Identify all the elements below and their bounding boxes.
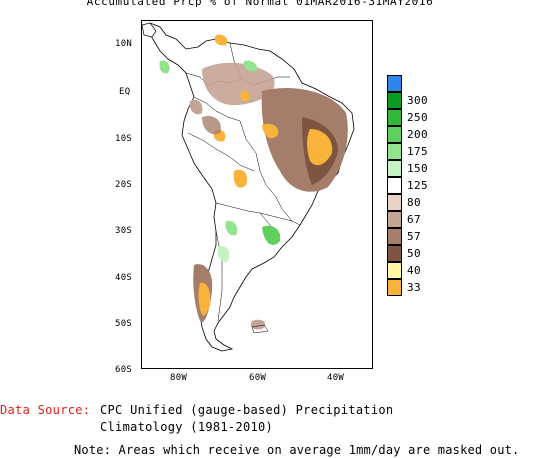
south-america-map (142, 22, 355, 352)
precip-map (141, 20, 373, 369)
lon-label-60w: 60W (249, 373, 267, 383)
lat-label-20s: 20S (115, 180, 133, 190)
data-source: Data Source: CPC Unified (gauge-based) P… (0, 403, 393, 417)
data-source-key: Data Source: (0, 403, 91, 417)
legend-label: 250 (407, 111, 429, 124)
data-source-line2: Climatology (1981-2010) (100, 420, 274, 434)
legend-swatch (387, 109, 402, 126)
legend-swatch (387, 211, 402, 228)
lat-label-eq: EQ (119, 87, 131, 97)
legend-label: 300 (407, 94, 429, 107)
legend-label: 67 (407, 213, 422, 226)
legend-label: 57 (407, 230, 422, 243)
lat-label-40s: 40S (115, 273, 133, 283)
legend-swatch (387, 177, 402, 194)
legend-label: 33 (407, 281, 422, 294)
legend-label: 150 (407, 162, 429, 175)
legend-swatch (387, 75, 402, 92)
falkland-islands (251, 324, 269, 334)
mask-note: Note: Areas which receive on average 1mm… (74, 443, 520, 457)
lat-label-10n: 10N (115, 39, 133, 49)
legend-swatch (387, 245, 402, 262)
legend-swatch (387, 143, 402, 160)
legend-swatch (387, 126, 402, 143)
lat-label-10s: 10S (115, 134, 133, 144)
legend-label: 40 (407, 264, 422, 277)
lon-label-40w: 40W (327, 373, 345, 383)
legend-label: 200 (407, 128, 429, 141)
legend-swatch (387, 160, 402, 177)
lon-label-80w: 80W (170, 373, 188, 383)
lat-label-30s: 30S (115, 226, 133, 236)
legend-label: 175 (407, 145, 429, 158)
legend-swatch (387, 228, 402, 245)
lat-label-50s: 50S (115, 319, 133, 329)
legend-swatch (387, 279, 402, 296)
legend-swatch (387, 262, 402, 279)
central-america-outline (142, 22, 157, 38)
precip-shading (159, 34, 348, 330)
data-source-line1: CPC Unified (gauge-based) Precipitation (100, 403, 394, 417)
map-title: Accumulated Prcp % of Normal 01MAR2016-3… (86, 0, 434, 8)
legend-label: 80 (407, 196, 422, 209)
lat-label-60s: 60S (115, 365, 133, 375)
legend-label: 125 (407, 179, 429, 192)
legend-label: 50 (407, 247, 422, 260)
legend-swatch (387, 194, 402, 211)
legend-swatch (387, 92, 402, 109)
